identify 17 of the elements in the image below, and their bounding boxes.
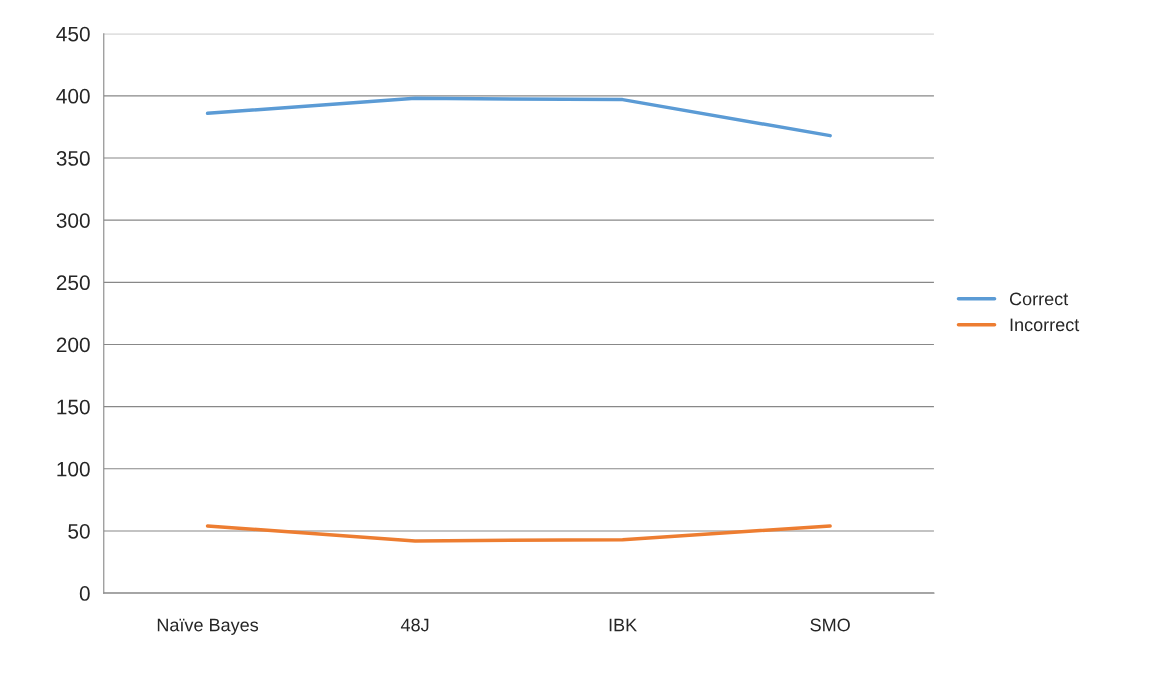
y-tick-label: 100 [57,461,90,477]
y-tick-label: 150 [57,399,90,415]
legend-label: Incorrect [1010,318,1080,332]
y-tick-label: 300 [56,213,90,228]
y-tick-label: 450 [56,26,90,42]
y-tick-label: 400 [56,88,90,104]
x-tick-label: 48J [400,618,429,632]
y-tick-label: 50 [68,523,90,539]
legend-label: Correct [1009,292,1069,306]
y-tick-label: 350 [56,151,90,166]
x-tick-label: Naïve Bayes [157,618,259,635]
y-tick-label: 200 [56,337,90,353]
y-tick-label: 0 [79,586,90,601]
line-series [205,96,832,138]
y-tick-label: 250 [56,275,90,291]
x-tick-label: SMO [810,618,850,632]
x-tick-label: IBK [609,618,637,632]
